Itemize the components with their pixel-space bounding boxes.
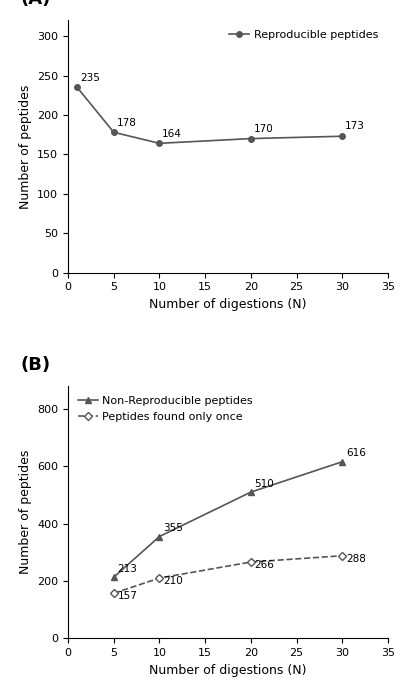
Non-Reproducible peptides xyxy=(157,532,162,540)
Peptides found only once xyxy=(111,589,116,598)
Peptides found only once xyxy=(248,558,253,566)
Text: 266: 266 xyxy=(254,560,274,570)
Reproducible peptides xyxy=(248,134,253,143)
Peptides found only once xyxy=(340,551,345,559)
Text: 213: 213 xyxy=(117,564,137,574)
Non-Reproducible peptides xyxy=(248,488,253,496)
Non-Reproducible peptides xyxy=(340,458,345,466)
Legend: Non-Reproducible peptides, Peptides found only once: Non-Reproducible peptides, Peptides foun… xyxy=(74,392,258,426)
Y-axis label: Number of peptides: Number of peptides xyxy=(18,450,32,574)
Text: 235: 235 xyxy=(80,73,100,83)
Text: 210: 210 xyxy=(163,576,183,586)
Y-axis label: Number of peptides: Number of peptides xyxy=(18,84,32,208)
X-axis label: Number of digestions (N): Number of digestions (N) xyxy=(149,663,307,676)
Line: Non-Reproducible peptides: Non-Reproducible peptides xyxy=(110,458,346,581)
Text: 170: 170 xyxy=(254,124,273,134)
Reproducible peptides xyxy=(111,128,116,136)
Non-Reproducible peptides xyxy=(111,573,116,581)
Peptides found only once xyxy=(157,574,162,582)
Text: 164: 164 xyxy=(162,128,182,139)
Line: Peptides found only once: Peptides found only once xyxy=(110,553,346,596)
Text: (B): (B) xyxy=(20,356,50,374)
Reproducible peptides xyxy=(340,132,345,141)
X-axis label: Number of digestions (N): Number of digestions (N) xyxy=(149,298,307,311)
Reproducible peptides xyxy=(157,139,162,147)
Text: 173: 173 xyxy=(345,122,365,132)
Text: 616: 616 xyxy=(346,448,366,458)
Text: 178: 178 xyxy=(116,117,136,128)
Text: 355: 355 xyxy=(163,523,183,533)
Legend: Reproducible peptides: Reproducible peptides xyxy=(225,26,382,45)
Text: (A): (A) xyxy=(20,0,50,8)
Reproducible peptides xyxy=(75,84,80,92)
Text: 510: 510 xyxy=(254,479,274,489)
Text: 157: 157 xyxy=(117,591,137,602)
Text: 288: 288 xyxy=(346,554,366,564)
Line: Reproducible peptides: Reproducible peptides xyxy=(74,85,345,146)
